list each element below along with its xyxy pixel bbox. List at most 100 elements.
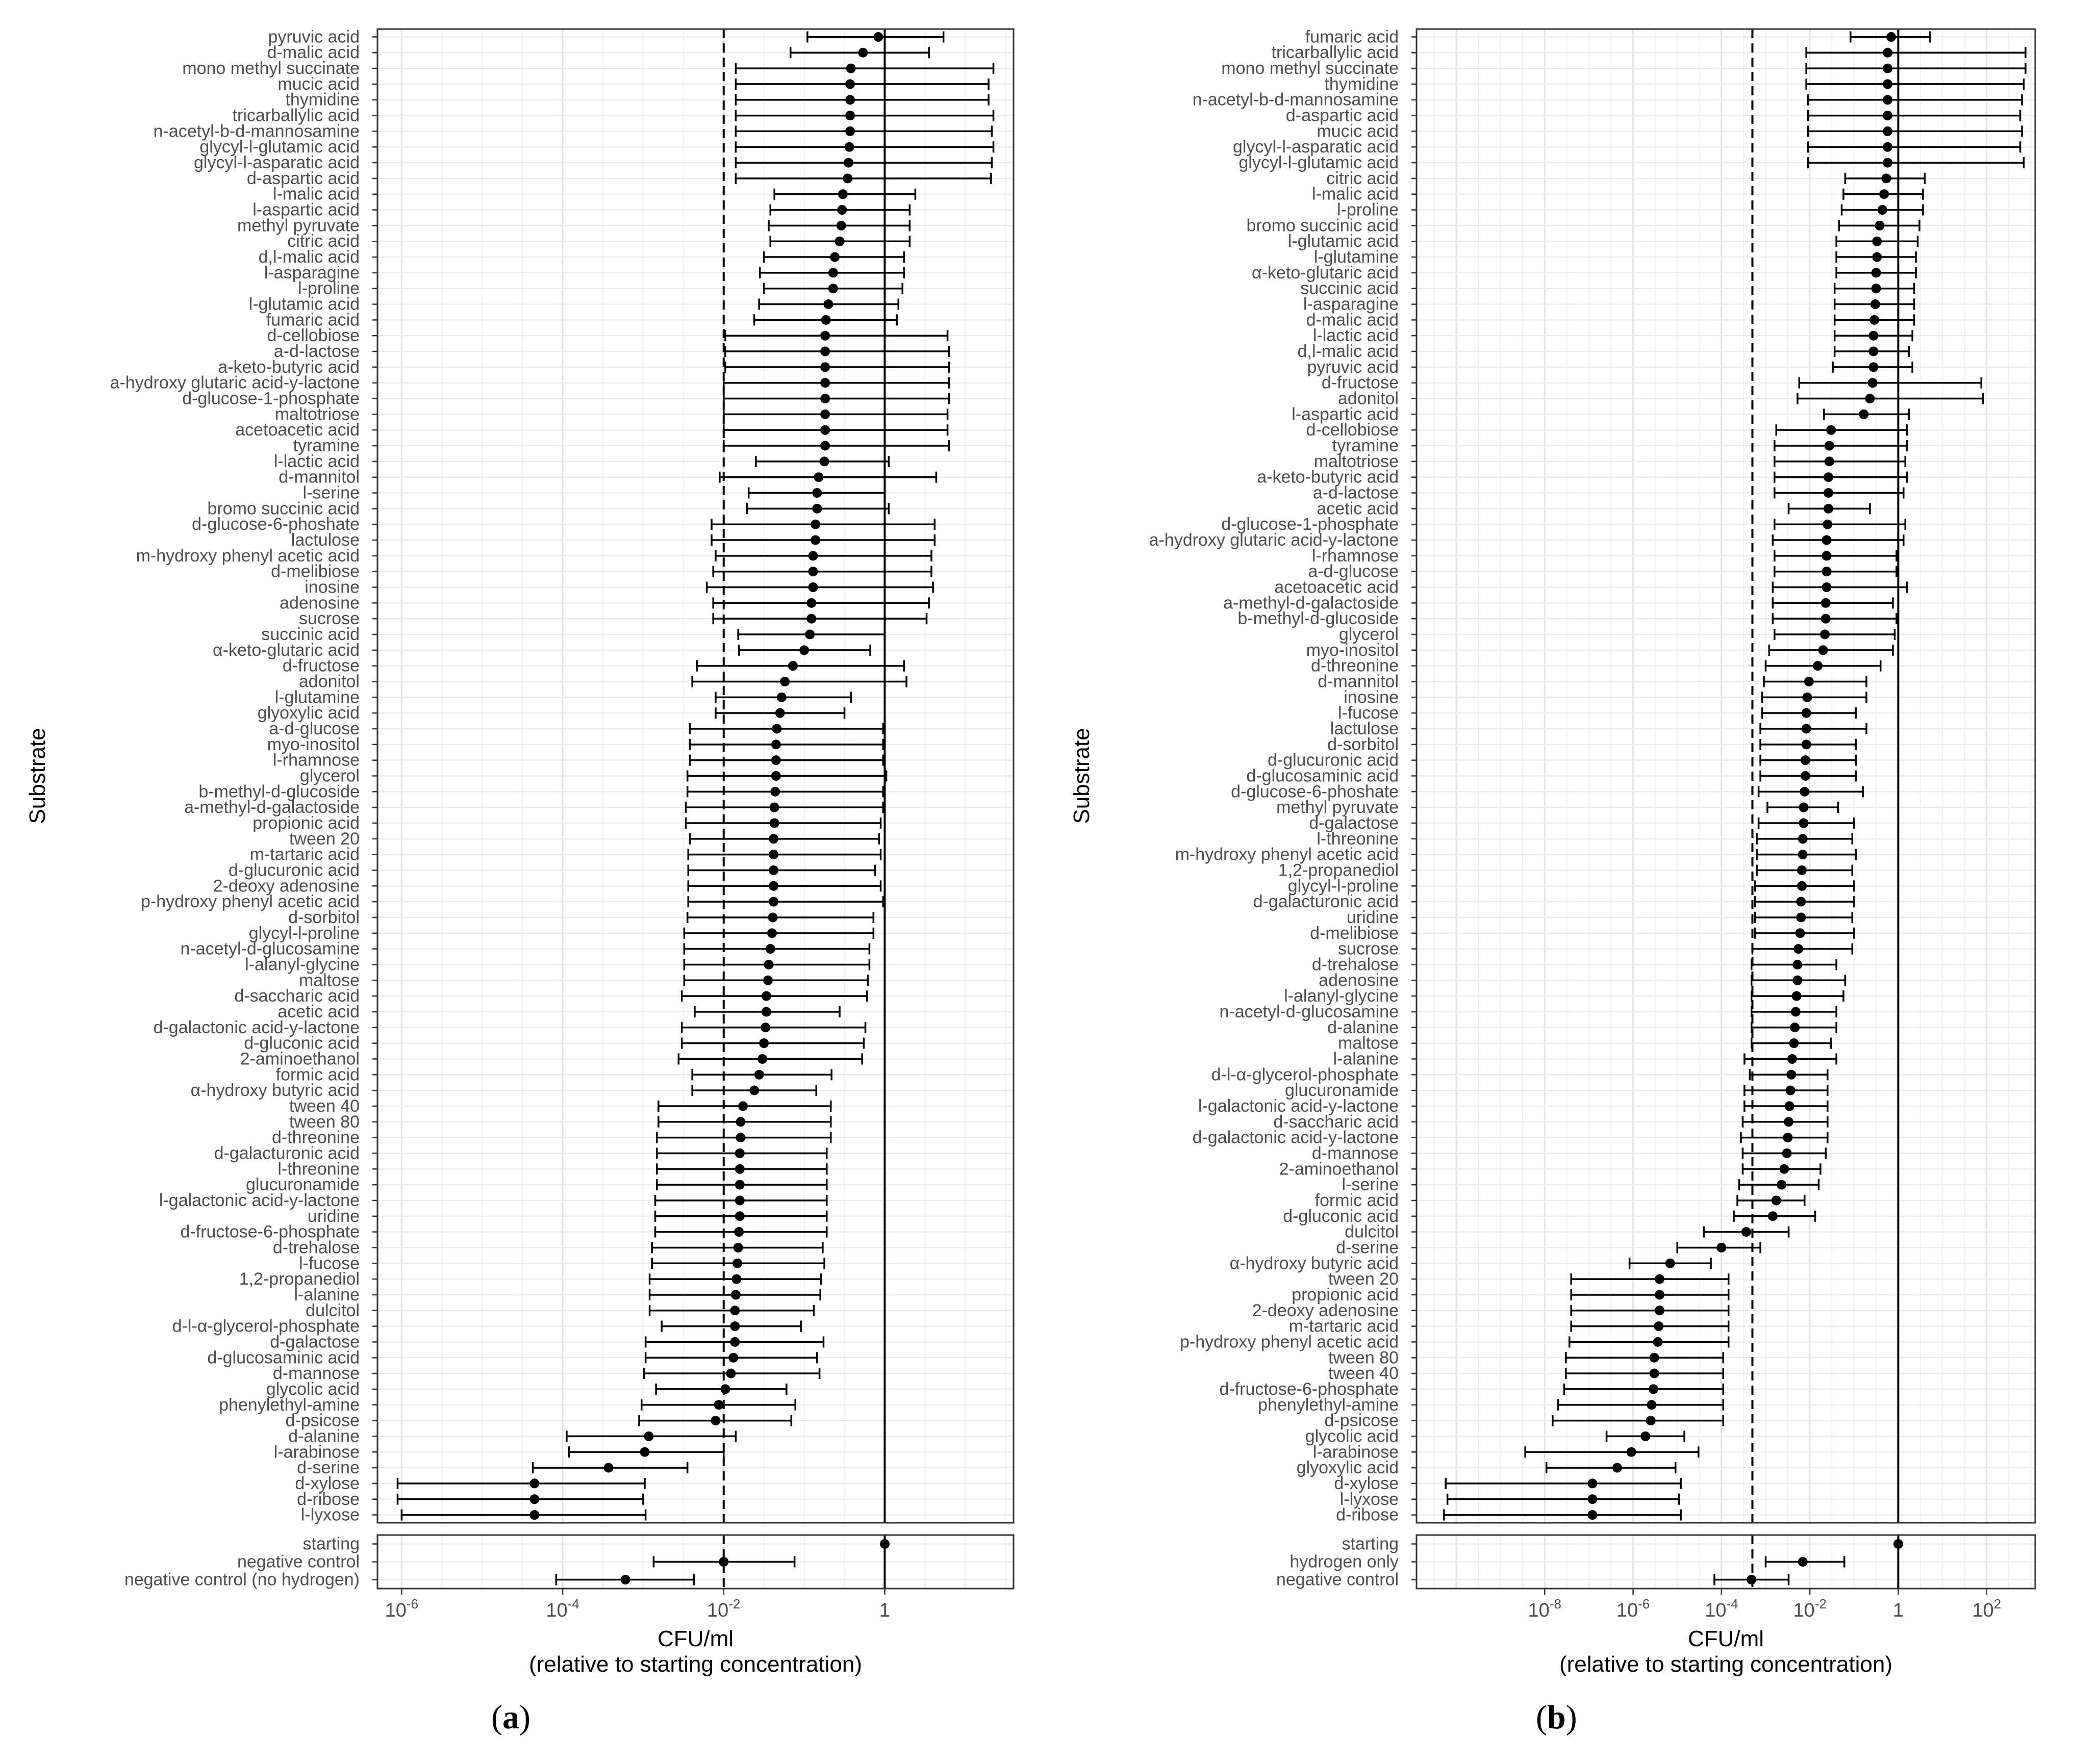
ytick-label-l-proline: l-proline [1337,200,1399,220]
ytick-label-a-hydroxy-glutaric-acid-y-lactone: a-hydroxy glutaric acid-y-lactone [1149,530,1399,550]
ytick-label-formic-acid: formic acid [1315,1191,1399,1210]
ytick-label-d-glucuronic-acid: d-glucuronic acid [229,860,360,880]
ytick-label-d-glucose-1-phosphate: d-glucose-1-phosphate [182,389,360,408]
ytick-label-hydroxy-butyric-acid: α-hydroxy butyric acid [191,1081,360,1100]
point-l-lyxose [1587,1494,1598,1504]
point-a-d-glucose [772,724,782,734]
point-a-keto-butyric-acid [1824,472,1834,482]
point-negative-control [719,1557,729,1567]
point-negative-control [1747,1575,1757,1584]
ytick-label-m-hydroxy-phenyl-acetic-acid: m-hydroxy phenyl acetic acid [136,546,360,566]
point-p-hydroxy-phenyl-acetic-acid [1653,1337,1663,1347]
point-propionic-acid [1655,1290,1665,1300]
point-lactulose [1801,724,1811,734]
ytick-label-glycolic-acid: glycolic acid [266,1379,360,1399]
point-d-xylose [529,1478,540,1489]
point-maltose [763,975,773,985]
point-d-psicose [711,1416,721,1426]
ytick-label-tricarballylic-acid: tricarballylic acid [1272,43,1399,62]
point-d-glucuronic-acid [1800,755,1810,765]
ytick-label-tween-40: tween 40 [289,1096,360,1116]
point-d-l-glycerol-phosphate [730,1321,740,1332]
point-d-aspartic-acid [1883,111,1893,121]
ytick-label-fumaric-acid: fumaric acid [1305,27,1399,46]
point-l-alanyl-glycine [764,959,774,969]
point-l-galactonic-acid-y-lactone [735,1195,745,1206]
ytick-label-pyruvic-acid: pyruvic acid [1307,357,1399,377]
point-negative-control-no-hydrogen [620,1575,630,1584]
point-acetic-acid [761,1007,771,1017]
ytick-label-negative-control-no-hydrogen: negative control (no hydrogen) [124,1570,360,1590]
point-formic-acid [1771,1195,1781,1206]
point-d-cellobiose [820,330,830,341]
ytick-label-d-trehalose: d-trehalose [273,1238,360,1257]
point-a-hydroxy-glutaric-acid-y-lactone [820,378,830,388]
point-lactulose [811,535,821,545]
xtick-label: 10-2 [707,1596,740,1621]
point-d-saccharic-acid [1784,1117,1794,1127]
point-methyl-pyruvate [836,220,846,231]
point-d-alanine [1790,1022,1800,1033]
point-l-rhamnose [1822,551,1832,561]
point-d-glucosaminic-acid [1800,771,1810,781]
ytick-label-l-arabinose: l-arabinose [1313,1442,1399,1462]
ytick-label-n-acetyl-d-glucosamine: n-acetyl-d-glucosamine [1220,1002,1399,1021]
point-mucic-acid [845,79,855,89]
ytick-label-l-asparagine: l-asparagine [264,263,360,283]
ytick-label-tricarballylic-acid: tricarballylic acid [233,106,360,125]
point-a-d-lactose [820,346,830,356]
ytick-label-succinic-acid: succinic acid [261,625,360,644]
ytick-label-d-l-glycerol-phosphate: d-l-α-glycerol-phosphate [1211,1065,1399,1084]
ytick-label-d-l-glycerol-phosphate: d-l-α-glycerol-phosphate [172,1317,360,1336]
point-bromo-succinic-acid [812,503,822,514]
point-tyramine [820,441,830,451]
ytick-label-d-ribose: d-ribose [1336,1505,1399,1525]
ytick-label-l-malic-acid: l-malic acid [1312,185,1399,204]
ytick-label-d-l-malic-acid: d,l-malic acid [259,247,360,267]
x-axis-subtitle: (relative to starting concentration) [1559,1652,1892,1677]
ytick-label-l-galactonic-acid-y-lactone: l-galactonic acid-y-lactone [159,1191,360,1210]
point-l-proline [1877,205,1887,215]
point-l-serine [1777,1180,1787,1190]
ytick-label-l-glutamine: l-glutamine [275,687,360,707]
point-d-alanine [644,1431,654,1441]
ytick-label-d-gluconic-acid: d-gluconic acid [244,1034,360,1053]
point-d-malic-acid [1869,315,1880,325]
ytick-label-sucrose: sucrose [1338,939,1399,959]
ytick-label-d-galactose: d-galactose [270,1332,360,1351]
point-d-threonine [1813,661,1823,671]
ytick-label-d-malic-acid: d-malic acid [267,43,360,62]
substrate-panel-border [376,28,1015,1524]
point-l-alanyl-glycine [1791,991,1802,1001]
point-l-threonine [1798,834,1808,844]
point-d-l-glycerol-phosphate [1786,1069,1797,1080]
point-myo-inositol [1818,645,1828,655]
ytick-label-a-d-glucose: a-d-glucose [269,719,360,738]
point-glyoxylic-acid [1612,1463,1622,1473]
ytick-label-maltose: maltose [1338,1034,1399,1053]
ytick-label-l-alanine: l-alanine [1333,1049,1399,1068]
ytick-label-d-saccharic-acid: d-saccharic acid [1273,1112,1399,1132]
point-d-trehalose [733,1242,743,1252]
ytick-label-d-serine: d-serine [297,1458,360,1477]
ytick-label-l-alanine: l-alanine [294,1285,360,1305]
ytick-label-d-saccharic-acid: d-saccharic acid [234,986,360,1006]
point-propionic-acid [769,818,779,828]
point-glycyl-l-proline [1797,881,1807,891]
ytick-label-d-fructose: d-fructose [283,656,360,676]
ytick-label-keto-glutaric-acid: α-keto-glutaric acid [213,641,360,660]
ytick-label-d-fructose-6-phosphate: d-fructose-6-phosphate [1219,1379,1399,1399]
point-mono-methyl-succinate [1883,63,1893,73]
point-uridine [735,1211,745,1221]
ytick-label-uridine: uridine [308,1207,360,1226]
point-maltotriose [1824,456,1834,467]
point-l-aspartic-acid [1859,409,1869,419]
ytick-label-acetoacetic-acid: acetoacetic acid [235,420,360,440]
point-d-serine [1716,1242,1727,1252]
ytick-label-glycerol: glycerol [300,766,360,786]
point-l-lactic-acid [1868,330,1879,341]
point-glycyl-l-asparatic-acid [1883,142,1893,152]
point-thymidine [1883,79,1893,89]
ytick-label-tween-20: tween 20 [289,829,360,849]
point-tricarballylic-acid [1883,47,1893,58]
